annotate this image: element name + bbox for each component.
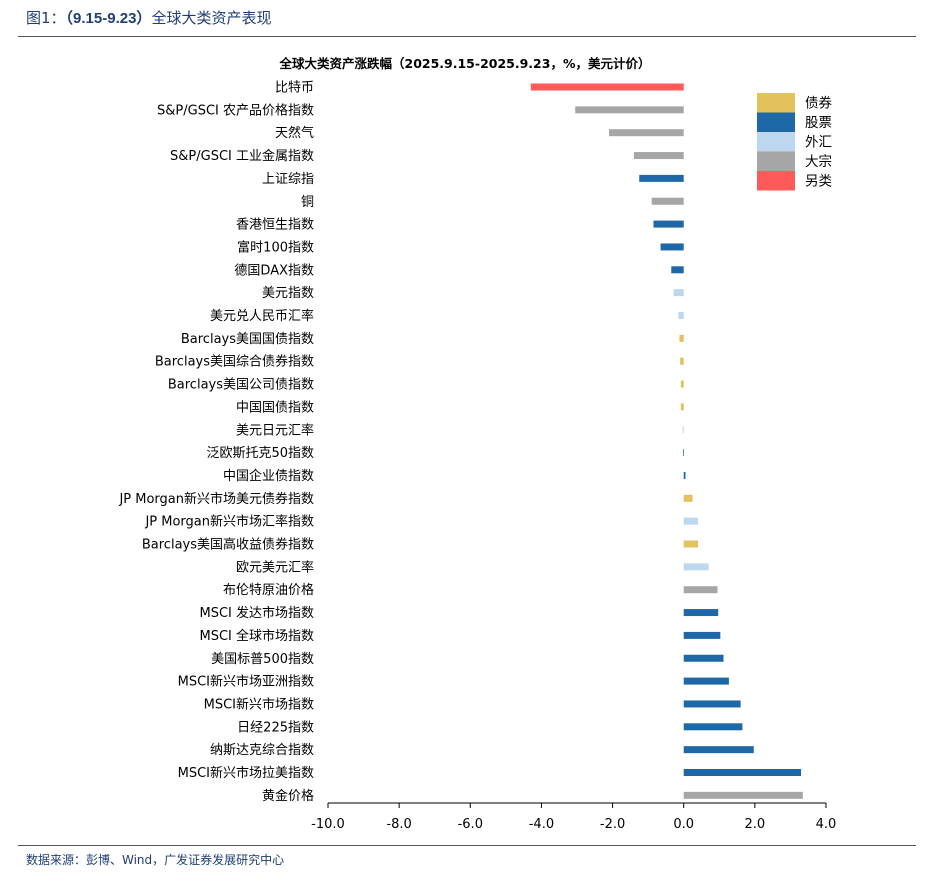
category-label-25: 美国标普500指数 bbox=[211, 652, 314, 667]
category-label-17: 中国企业债指数 bbox=[223, 468, 314, 484]
figure-title-prefix: 图1： bbox=[26, 9, 66, 27]
category-label-11: Barclays美国国债指数 bbox=[181, 332, 314, 347]
category-label-12: Barclays美国综合债券指数 bbox=[155, 354, 314, 370]
bar-23 bbox=[683, 609, 719, 617]
legend-swatch-3 bbox=[757, 151, 795, 171]
x-tick-label-2: -6.0 bbox=[458, 817, 483, 832]
figure-title-text: 全球大类资产表现 bbox=[151, 9, 272, 27]
figure-title-period: （9.15-9.23） bbox=[65, 10, 152, 27]
bar-18 bbox=[683, 494, 693, 502]
category-label-30: MSCI新兴市场拉美指数 bbox=[178, 765, 314, 781]
bar-8 bbox=[671, 266, 684, 274]
category-label-6: 香港恒生指数 bbox=[236, 218, 314, 233]
bar-27 bbox=[683, 700, 741, 708]
category-label-14: 中国国债指数 bbox=[236, 400, 314, 415]
chart-title: 全球大类资产涨跌幅（2025.9.15-2025.9.23，%，美元计价） bbox=[279, 56, 651, 71]
bar-chart: 全球大类资产涨跌幅（2025.9.15-2025.9.23，%，美元计价） 比特… bbox=[118, 56, 837, 832]
category-label-3: S&P/GSCI 工业金属指数 bbox=[170, 148, 314, 164]
bar-13 bbox=[680, 380, 684, 388]
x-tick-label-3: -4.0 bbox=[529, 817, 554, 832]
bar-26 bbox=[683, 677, 729, 685]
category-label-23: MSCI 发达市场指数 bbox=[199, 605, 314, 621]
bar-9 bbox=[673, 289, 684, 297]
x-tick-label-4: -2.0 bbox=[600, 817, 625, 832]
category-label-13: Barclays美国公司债指数 bbox=[168, 378, 314, 393]
category-label-19: JP Morgan新兴市场汇率指数 bbox=[144, 514, 314, 530]
category-label-31: 黄金价格 bbox=[262, 788, 314, 804]
bar-0 bbox=[530, 83, 684, 91]
legend-swatch-2 bbox=[757, 132, 795, 152]
category-label-5: 铜 bbox=[301, 195, 314, 210]
x-tick-label-1: -8.0 bbox=[386, 817, 411, 832]
category-label-29: 纳斯达克综合指数 bbox=[210, 743, 314, 758]
bar-6 bbox=[653, 220, 684, 228]
bar-19 bbox=[683, 517, 698, 525]
bar-17 bbox=[683, 471, 686, 479]
legend-swatch-4 bbox=[757, 171, 795, 191]
legend-label-0: 债券 bbox=[805, 96, 833, 112]
bar-12 bbox=[680, 357, 684, 365]
top-divider bbox=[18, 36, 916, 37]
bars-group bbox=[530, 83, 803, 799]
x-tick-label-5: 0.0 bbox=[673, 817, 694, 832]
category-label-26: MSCI新兴市场亚洲指数 bbox=[178, 674, 314, 690]
x-tick-label-6: 2.0 bbox=[745, 817, 766, 832]
category-label-28: 日经225指数 bbox=[237, 720, 314, 735]
category-label-9: 美元指数 bbox=[262, 286, 314, 301]
bar-20 bbox=[683, 540, 698, 548]
bar-7 bbox=[660, 243, 684, 251]
category-label-2: 天然气 bbox=[275, 125, 314, 141]
category-label-27: MSCI新兴市场指数 bbox=[204, 696, 314, 712]
category-label-15: 美元日元汇率 bbox=[236, 422, 314, 438]
legend-label-2: 外汇 bbox=[805, 135, 832, 151]
bar-3 bbox=[633, 152, 684, 160]
bar-15 bbox=[682, 426, 684, 434]
bar-11 bbox=[679, 334, 684, 342]
bar-4 bbox=[639, 174, 684, 182]
category-label-20: Barclays美国高收益债券指数 bbox=[142, 537, 314, 553]
x-axis: -10.0 -8.0 -6.0 -4.0 -2.0 0.0 2.0 4.0 bbox=[311, 802, 837, 832]
figure-title: 图1：（9.15-9.23）全球大类资产表现 bbox=[26, 7, 271, 28]
bar-22 bbox=[683, 586, 718, 594]
x-tick-label-0: -10.0 bbox=[311, 817, 345, 832]
bar-14 bbox=[680, 403, 684, 411]
category-label-4: 上证综指 bbox=[262, 172, 314, 187]
x-tick-label-7: 4.0 bbox=[816, 817, 837, 832]
bar-5 bbox=[651, 197, 684, 205]
bar-10 bbox=[678, 312, 684, 319]
legend-label-3: 大宗 bbox=[805, 154, 832, 170]
category-label-10: 美元兑人民币汇率 bbox=[210, 308, 314, 324]
category-label-22: 布伦特原油价格 bbox=[223, 582, 314, 598]
source-note: 数据来源：彭博、Wind，广发证券发展研究中心 bbox=[26, 853, 285, 867]
category-label-16: 泛欧斯托克50指数 bbox=[206, 446, 314, 461]
legend-label-1: 股票 bbox=[805, 115, 832, 131]
bar-25 bbox=[683, 654, 724, 662]
bar-29 bbox=[683, 746, 754, 754]
legend-swatch-1 bbox=[757, 112, 795, 132]
legend-label-4: 另类 bbox=[805, 174, 832, 190]
bottom-divider bbox=[18, 845, 916, 846]
bar-16 bbox=[683, 449, 684, 457]
category-label-7: 富时100指数 bbox=[237, 239, 314, 255]
category-label-1: S&P/GSCI 农产品价格指数 bbox=[157, 102, 314, 118]
bar-1 bbox=[575, 106, 684, 114]
bar-2 bbox=[609, 129, 684, 137]
category-label-18: JP Morgan新兴市场美元债券指数 bbox=[118, 491, 314, 507]
bar-31 bbox=[683, 791, 803, 799]
bar-24 bbox=[683, 631, 721, 639]
bar-21 bbox=[683, 563, 709, 571]
category-label-0: 比特币 bbox=[275, 81, 314, 96]
bar-30 bbox=[683, 769, 802, 776]
legend-swatch-0 bbox=[757, 93, 795, 113]
category-label-24: MSCI 全球市场指数 bbox=[199, 628, 314, 644]
bar-28 bbox=[683, 723, 743, 731]
category-label-8: 德国DAX指数 bbox=[234, 263, 314, 278]
category-label-21: 欧元美元汇率 bbox=[236, 559, 314, 575]
